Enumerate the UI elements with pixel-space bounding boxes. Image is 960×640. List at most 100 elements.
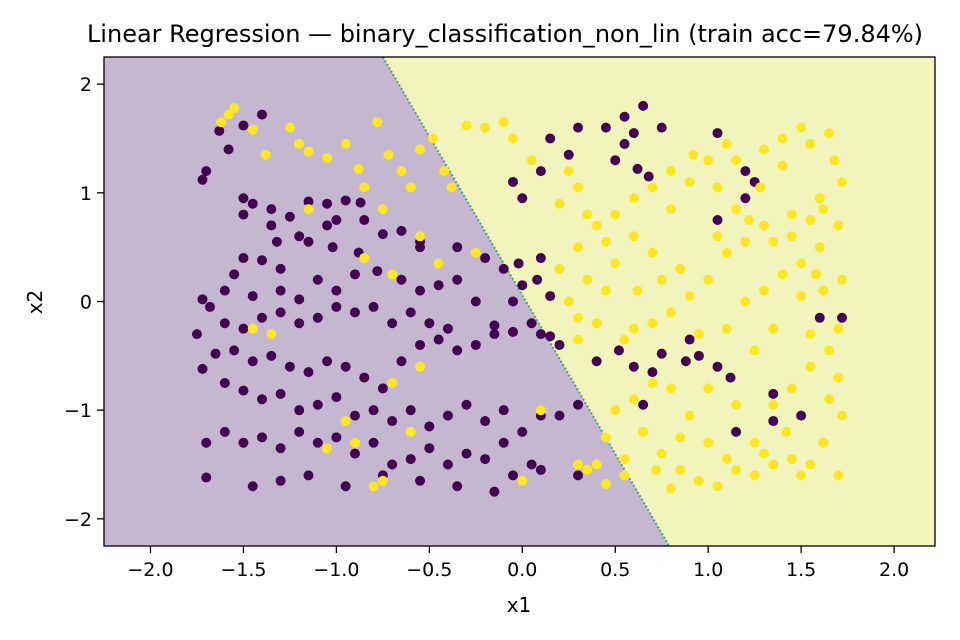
point-class-0 [535, 166, 546, 177]
point-class-0 [219, 426, 230, 437]
point-class-1 [786, 209, 797, 220]
x-axis-ticks: −2.0 −1.5 −1.0 −0.5 0.0 0.5 1.0 1.5 2.0 [127, 546, 909, 581]
point-class-1 [340, 138, 351, 149]
point-class-0 [294, 426, 305, 437]
point-class-0 [340, 481, 351, 492]
point-class-1 [833, 220, 844, 231]
point-class-0 [452, 481, 463, 492]
point-class-1 [824, 345, 835, 356]
point-class-0 [303, 367, 314, 378]
point-class-1 [470, 247, 481, 258]
point-class-1 [229, 103, 240, 114]
point-class-1 [573, 459, 584, 470]
point-class-0 [680, 356, 691, 367]
point-class-1 [768, 323, 779, 334]
point-class-1 [600, 236, 611, 247]
point-class-1 [712, 182, 723, 193]
point-class-1 [582, 209, 593, 220]
point-class-1 [573, 334, 584, 345]
point-class-0 [725, 372, 736, 383]
x-tick-label: 1.0 [693, 559, 723, 581]
point-class-0 [573, 399, 584, 410]
point-class-0 [327, 242, 338, 253]
point-class-0 [507, 326, 518, 337]
point-class-0 [238, 385, 249, 396]
point-class-0 [312, 399, 323, 410]
point-class-1 [628, 231, 639, 242]
point-class-1 [372, 117, 383, 128]
point-class-0 [712, 128, 723, 139]
point-class-1 [703, 437, 714, 448]
point-class-0 [238, 253, 249, 264]
point-class-0 [387, 416, 398, 427]
point-class-1 [591, 220, 602, 231]
x-tick-label: −1.0 [313, 559, 359, 581]
point-class-0 [368, 405, 379, 416]
point-class-0 [643, 171, 654, 182]
point-class-1 [805, 459, 816, 470]
point-class-0 [461, 448, 472, 459]
point-class-1 [322, 153, 333, 164]
point-class-0 [197, 363, 208, 374]
point-class-1 [693, 329, 704, 340]
point-class-0 [415, 242, 426, 253]
point-class-1 [656, 274, 667, 285]
point-class-1 [377, 475, 388, 486]
point-class-1 [415, 144, 426, 155]
point-class-0 [238, 209, 249, 220]
point-class-0 [513, 258, 524, 269]
point-class-0 [275, 263, 286, 274]
point-class-1 [619, 454, 630, 465]
region-class-0 [104, 57, 670, 546]
point-class-0 [545, 291, 556, 302]
point-class-0 [247, 356, 258, 367]
point-class-1 [377, 204, 388, 215]
point-class-0 [387, 459, 398, 470]
point-class-1 [666, 307, 677, 318]
point-class-1 [415, 231, 426, 242]
point-class-1 [666, 483, 677, 494]
point-class-1 [721, 454, 732, 465]
point-class-0 [535, 253, 546, 264]
point-class-0 [740, 193, 751, 204]
point-class-1 [796, 258, 807, 269]
point-class-1 [415, 361, 426, 372]
decision-boundary-line [381, 57, 671, 546]
y-tick-label: 1 [80, 183, 92, 205]
x-tick-label: 2.0 [879, 559, 909, 581]
point-class-1 [675, 432, 686, 443]
point-class-0 [554, 339, 565, 350]
point-class-0 [294, 231, 305, 242]
point-class-1 [688, 149, 699, 160]
point-class-1 [777, 133, 788, 144]
x-tick-label: 0.5 [600, 559, 630, 581]
point-class-1 [796, 470, 807, 481]
point-class-1 [610, 405, 621, 416]
point-class-0 [507, 470, 518, 481]
x-axis-label: x1 [507, 593, 532, 617]
point-class-0 [322, 356, 333, 367]
point-class-0 [331, 432, 342, 443]
point-class-0 [517, 193, 528, 204]
point-class-0 [201, 437, 212, 448]
point-class-0 [638, 100, 649, 111]
point-class-0 [535, 329, 546, 340]
point-class-1 [814, 242, 825, 253]
point-class-1 [703, 155, 714, 166]
point-class-1 [573, 182, 584, 193]
point-class-0 [331, 301, 342, 312]
point-class-0 [349, 307, 360, 318]
point-class-0 [498, 405, 509, 416]
point-class-1 [216, 117, 227, 128]
point-class-1 [818, 285, 829, 296]
point-class-0 [396, 225, 407, 236]
point-class-1 [526, 155, 537, 166]
point-class-0 [294, 294, 305, 305]
point-class-1 [731, 399, 742, 410]
point-class-1 [731, 204, 742, 215]
point-class-0 [480, 416, 491, 427]
point-class-0 [517, 426, 528, 437]
point-class-0 [545, 331, 556, 342]
point-class-1 [247, 323, 258, 334]
point-class-1 [786, 231, 797, 242]
